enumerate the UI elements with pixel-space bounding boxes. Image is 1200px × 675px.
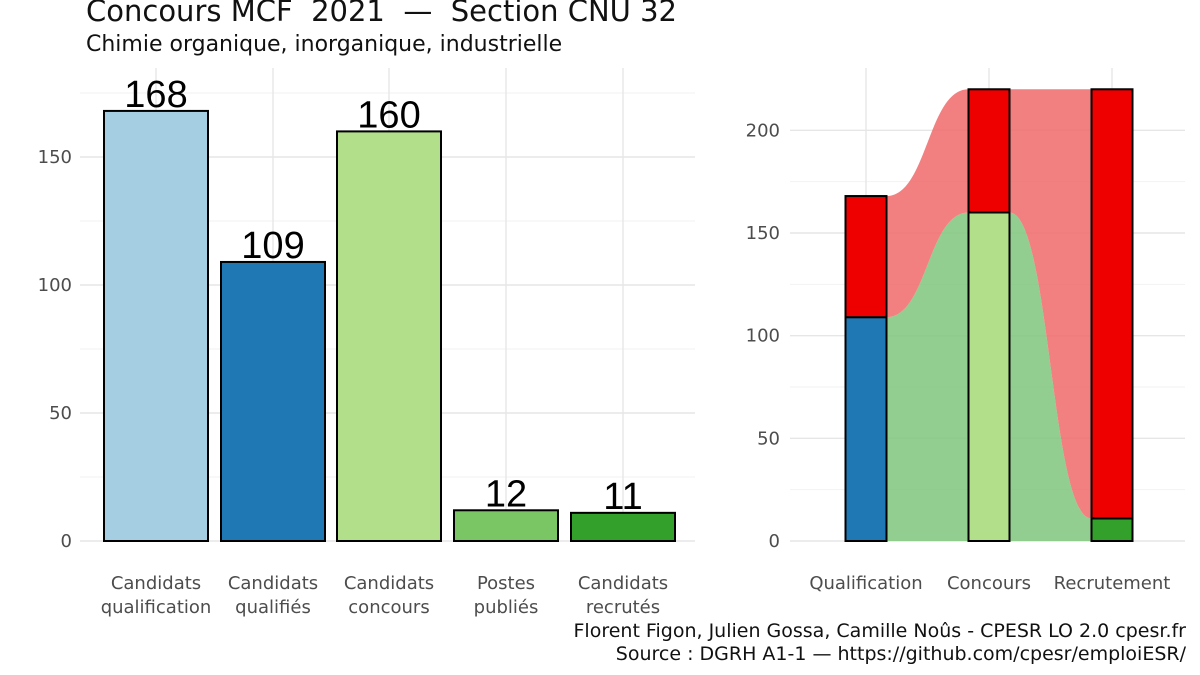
bar-segment-lower <box>967 211 1011 542</box>
data-label: 168 <box>124 74 187 116</box>
left-panel: 0 50 100 150 168 Candidats qualification 109 Can… <box>38 68 695 618</box>
y-tick-label: 150 <box>746 223 780 244</box>
data-label: 109 <box>241 225 304 267</box>
data-label: 160 <box>357 94 420 136</box>
bar <box>570 511 676 543</box>
right-panel: 0 50 100 150 200 Qualification Concours Recrute… <box>746 68 1185 594</box>
bar <box>453 509 559 542</box>
x-tick-label: qualification <box>101 597 212 618</box>
x-tick-label: Candidats <box>578 573 668 594</box>
y-tick-label: 0 <box>769 531 780 552</box>
y-tick-label: 100 <box>746 326 780 347</box>
x-tick-label: Recrutement <box>1054 573 1171 594</box>
y-tick-label: 50 <box>49 403 72 424</box>
y-tick-label: 0 <box>61 531 72 552</box>
x-tick-label: Candidats <box>344 573 434 594</box>
x-tick-label: qualifiés <box>235 597 311 618</box>
y-tick-label: 200 <box>746 120 780 141</box>
data-label: 11 <box>603 476 642 518</box>
x-tick-label: Candidats <box>111 573 201 594</box>
y-tick-label: 100 <box>38 275 72 296</box>
x-tick-label: Qualification <box>809 573 922 594</box>
x-tick-label: publiés <box>474 597 539 618</box>
x-tick-label: concours <box>348 597 429 618</box>
y-tick-label: 150 <box>38 147 72 168</box>
bar-segment-upper <box>967 88 1011 214</box>
bar <box>103 109 209 542</box>
caption-authors: Florent Figon, Julien Gossa, Camille Noû… <box>573 620 1186 642</box>
x-tick-label: Candidats <box>228 573 318 594</box>
chart-title: Concours MCF 2021 — Section CNU 32 <box>86 0 678 28</box>
bar <box>220 260 326 542</box>
bar-segment-upper <box>1090 88 1134 520</box>
chart-subtitle: Chimie organique, inorganique, industrie… <box>86 32 563 57</box>
x-tick-label: Concours <box>947 573 1031 594</box>
x-tick-label: Postes <box>477 573 535 594</box>
y-tick-label: 50 <box>757 428 780 449</box>
data-label: 12 <box>485 473 527 515</box>
bar-segment-lower <box>844 316 888 543</box>
bar-segment-lower <box>1090 517 1134 542</box>
bar <box>336 130 442 542</box>
bar-segment-upper <box>844 195 888 319</box>
x-tick-label: recrutés <box>586 597 660 618</box>
caption-source: Source : DGRH A1-1 — https://github.com/… <box>615 643 1186 665</box>
flow-band-upper <box>886 89 1092 519</box>
